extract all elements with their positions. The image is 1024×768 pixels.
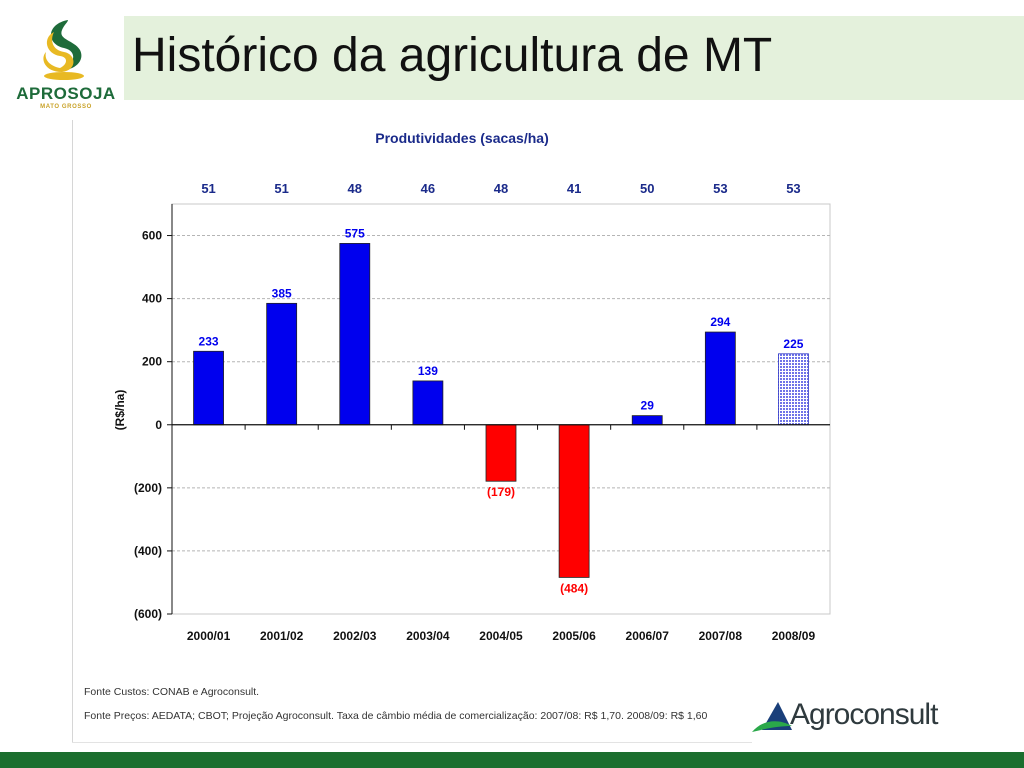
bar: [631, 415, 663, 426]
y-tick-label: (200): [134, 481, 162, 495]
title-bar: [124, 16, 1024, 100]
source-costs-note: Fonte Custos: CONAB e Agroconsult.: [84, 686, 260, 698]
logo-subtitle: MATO GROSSO: [40, 104, 92, 110]
productivity-label: 51: [201, 181, 215, 196]
x-tick-label: 2008/09: [772, 629, 816, 643]
agroconsult-brand: Agroconsult: [790, 698, 938, 731]
bar: [558, 424, 590, 578]
y-tick-label: (600): [134, 607, 162, 621]
data-label: 139: [418, 364, 438, 378]
data-label: (484): [560, 581, 588, 595]
y-tick-label: 600: [142, 229, 162, 243]
bar: [778, 353, 809, 426]
bar: [339, 243, 371, 426]
x-tick-label: 2002/03: [333, 629, 377, 643]
productivity-label: 50: [640, 181, 654, 196]
data-label: 29: [641, 399, 655, 413]
productivity-label: 53: [713, 181, 727, 196]
productivity-label: 53: [786, 181, 800, 196]
data-label: 294: [710, 315, 730, 329]
productivity-label: 46: [421, 181, 435, 196]
bar: [193, 350, 224, 426]
data-label: (179): [487, 485, 515, 499]
agroconsult-logo-icon: [752, 702, 792, 732]
productivity-label: 51: [274, 181, 288, 196]
data-label: 575: [345, 226, 365, 240]
x-tick-label: 2007/08: [699, 629, 743, 643]
data-label: 233: [199, 334, 219, 348]
productivity-label: 41: [567, 181, 581, 196]
x-tick-label: 2004/05: [479, 629, 523, 643]
bar: [266, 302, 298, 426]
page-title: Histórico da agricultura de MT: [132, 29, 773, 82]
data-label: 385: [272, 286, 292, 300]
source-prices-note: Fonte Preços: AEDATA; CBOT; Projeção Agr…: [84, 710, 708, 722]
axes: (600) (400) (200) 0 200 400 600 2000/01 2001/02 2…: [134, 204, 830, 643]
x-tick-label: 2005/06: [552, 629, 596, 643]
x-tick-label: 2001/02: [260, 629, 304, 643]
aprosoja-logo-icon: [43, 20, 84, 80]
bottom-strip: [0, 752, 1024, 768]
productivity-label: 48: [494, 181, 508, 196]
y-tick-label: 400: [142, 292, 162, 306]
bar: [485, 424, 517, 482]
x-tick-label: 2006/07: [626, 629, 670, 643]
aprosoja-logo: APROSOJA MATO GROSSO: [6, 14, 120, 110]
y-tick-label: 200: [142, 355, 162, 369]
logo-name: APROSOJA: [16, 84, 116, 103]
bar: [704, 331, 736, 426]
chart-title: Produtividades (sacas/ha): [375, 130, 549, 146]
bar: [412, 380, 444, 426]
productivity-label: 48: [348, 181, 362, 196]
x-tick-label: 2000/01: [187, 629, 231, 643]
bottom-rule: [72, 742, 752, 743]
y-axis-label: (R$/ha): [113, 390, 127, 431]
y-tick-label: 0: [155, 418, 162, 432]
left-divider: [72, 120, 73, 742]
data-label: 225: [783, 337, 803, 351]
x-tick-label: 2003/04: [406, 629, 450, 643]
bars: [193, 243, 809, 578]
value-labels: 233 51 385 51 575 48 139 46 (179) 48 (484) 41 29 50 29…: [199, 181, 804, 595]
y-tick-label: (400): [134, 544, 162, 558]
